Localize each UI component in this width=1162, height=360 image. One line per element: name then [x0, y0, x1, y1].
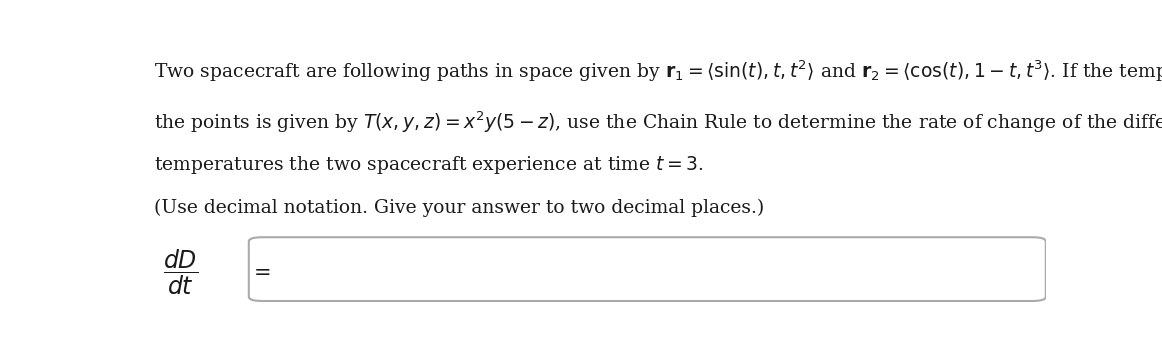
FancyBboxPatch shape	[249, 237, 1046, 301]
Text: $\dfrac{dD}{dt}$: $\dfrac{dD}{dt}$	[163, 247, 199, 297]
Text: (Use decimal notation. Give your answer to two decimal places.): (Use decimal notation. Give your answer …	[155, 198, 765, 217]
Text: temperatures the two spacecraft experience at time $t = 3$.: temperatures the two spacecraft experien…	[155, 154, 704, 176]
Text: Two spacecraft are following paths in space given by $\mathbf{r}_1 = \langle\sin: Two spacecraft are following paths in sp…	[155, 58, 1162, 84]
Text: $=$: $=$	[249, 262, 271, 282]
Text: the points is given by $T(x, y, z) = x^2y(5 - z)$, use the Chain Rule to determi: the points is given by $T(x, y, z) = x^2…	[155, 110, 1162, 135]
